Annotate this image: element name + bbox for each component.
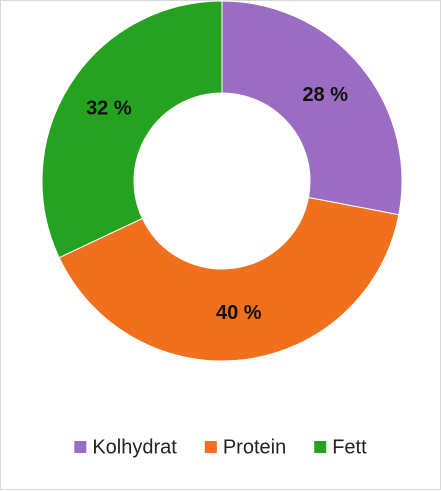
donut-segment [58,196,400,362]
legend-label: Fett [332,436,367,458]
data-label: 28 % [302,84,348,106]
legend-label: Kolhydrat [92,436,177,458]
legend-swatch [204,441,217,453]
data-label: 40 % [216,302,262,324]
data-label: 32 % [86,97,132,119]
legend-label: Protein [223,436,286,458]
legend-swatch [314,441,327,453]
legend-swatch [74,441,87,453]
donut-segment [41,0,223,259]
donut-segment [221,0,403,216]
